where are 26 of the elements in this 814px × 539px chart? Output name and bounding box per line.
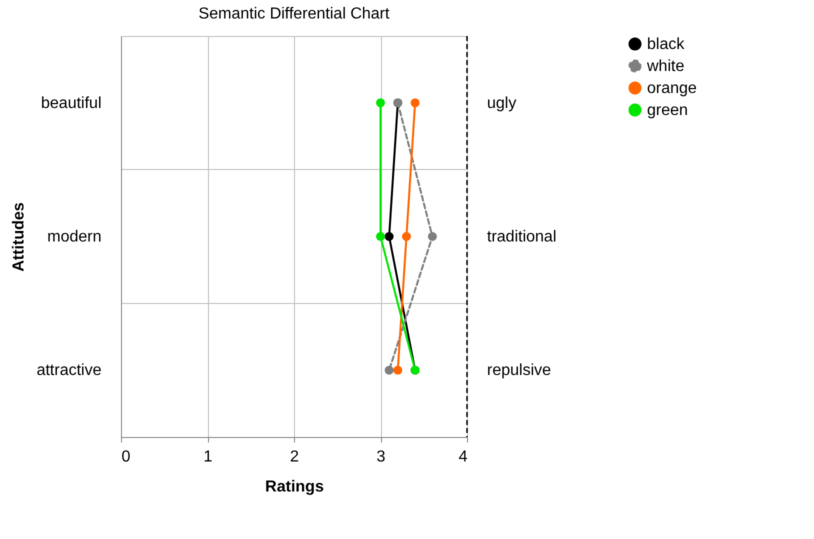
legend-label: white [646,58,684,75]
y2-tick-label: ugly [487,94,516,112]
x-tick-label: 2 [290,448,300,466]
x-tick-label: 4 [458,448,468,466]
y2-tick-label: repulsive [487,362,552,380]
y-tick-label: beautiful [41,94,102,112]
point [393,366,402,375]
chart-title: Semantic Differential Chart [198,5,390,22]
legend-label: green [647,102,688,119]
point [376,232,385,241]
legend-label: orange [647,80,697,97]
legend-label: black [647,36,686,53]
point [410,98,420,108]
x-tick-label: 1 [204,448,213,466]
x-tick-label: 3 [376,448,386,466]
point [402,232,411,241]
point [384,232,394,241]
y-tick-label: attractive [36,362,102,380]
x-axis-title: Ratings [265,478,324,496]
point [376,98,385,108]
x-tick-label: 0 [122,448,130,466]
y-tick-label: modern [47,228,102,246]
y2-tick-label: traditional [487,228,556,246]
point [428,232,437,241]
point [384,366,394,375]
y-axis-title: Attitudes [10,202,28,272]
